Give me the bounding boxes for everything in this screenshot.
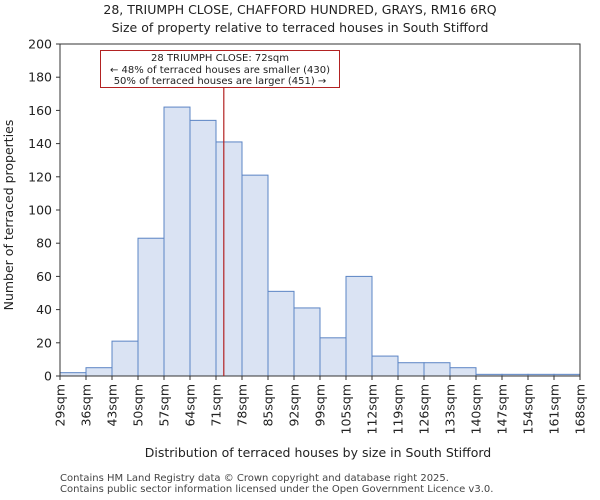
x-tick-label-43sqm: 43sqm	[105, 384, 120, 427]
x-tick-label-119sqm: 119sqm	[391, 384, 406, 434]
y-tick-label: 20	[36, 335, 52, 350]
histogram-bar-43sqm	[111, 340, 139, 377]
annotation-line-3: 50% of terraced houses are larger (451) …	[113, 76, 327, 87]
histogram-bar-64sqm	[189, 119, 217, 377]
y-tick-label: 60	[36, 269, 52, 284]
x-tick-label-133sqm: 133sqm	[443, 384, 458, 434]
chart-title: Size of property relative to terraced ho…	[111, 20, 489, 35]
y-tick-label: 180	[28, 70, 52, 85]
annotation-line-1: 28 TRIUMPH CLOSE: 72sqm	[151, 53, 289, 64]
x-tick-label-92sqm: 92sqm	[287, 384, 302, 427]
attribution-line-1: Contains HM Land Registry data © Crown c…	[60, 473, 449, 484]
x-tick-label-140sqm: 140sqm	[469, 384, 484, 434]
histogram-bar-119sqm	[397, 362, 425, 377]
attribution-line-2: Contains public sector information licen…	[60, 484, 494, 495]
x-tick-label-64sqm: 64sqm	[183, 384, 198, 427]
histogram-bar-78sqm	[241, 174, 269, 377]
y-tick-label: 80	[36, 236, 52, 251]
x-tick-label-168sqm: 168sqm	[573, 384, 588, 434]
histogram-bar-126sqm	[423, 362, 451, 377]
x-tick-label-36sqm: 36sqm	[79, 384, 94, 427]
y-tick-label: 200	[28, 37, 52, 52]
x-tick-label-85sqm: 85sqm	[261, 384, 276, 427]
x-tick-label-112sqm: 112sqm	[365, 384, 380, 434]
x-tick-label-147sqm: 147sqm	[495, 384, 510, 434]
x-tick-label-78sqm: 78sqm	[235, 384, 250, 427]
x-tick-label-126sqm: 126sqm	[417, 384, 432, 434]
x-axis-label: Distribution of terraced houses by size …	[145, 445, 492, 460]
y-tick-label: 0	[44, 369, 52, 384]
plot-frame	[59, 43, 581, 377]
y-tick-label: 120	[28, 169, 52, 184]
x-tick-label-71sqm: 71sqm	[209, 384, 224, 427]
y-tick-label: 160	[28, 103, 52, 118]
histogram-bar-36sqm	[85, 367, 113, 377]
y-tick-label: 100	[28, 203, 52, 218]
x-tick-label-105sqm: 105sqm	[339, 384, 354, 434]
histogram-bar-85sqm	[267, 290, 295, 377]
histogram-bar-57sqm	[163, 106, 191, 377]
chart-title-address: 28, TRIUMPH CLOSE, CHAFFORD HUNDRED, GRA…	[103, 2, 497, 17]
histogram-bar-50sqm	[137, 237, 165, 377]
y-tick-label: 140	[28, 136, 52, 151]
histogram-bar-99sqm	[319, 337, 347, 377]
histogram-bar-133sqm	[449, 367, 477, 377]
histogram-bar-92sqm	[293, 307, 321, 377]
x-tick-label-154sqm: 154sqm	[521, 384, 536, 434]
annotation-line-2: ← 48% of terraced houses are smaller (43…	[109, 64, 331, 76]
x-tick-label-161sqm: 161sqm	[547, 384, 562, 434]
x-tick-label-29sqm: 29sqm	[53, 384, 68, 427]
histogram-bar-71sqm	[215, 141, 243, 377]
y-tick-label: 40	[36, 302, 52, 317]
property-annotation-box: 28 TRIUMPH CLOSE: 72sqm ← 48% of terrace…	[100, 50, 340, 88]
x-tick-label-99sqm: 99sqm	[313, 384, 328, 427]
x-tick-label-57sqm: 57sqm	[157, 384, 172, 427]
histogram-bar-105sqm	[345, 275, 373, 377]
histogram-bar-112sqm	[371, 355, 399, 377]
x-tick-label-50sqm: 50sqm	[131, 384, 146, 427]
y-axis-label: Number of terraced properties	[1, 120, 16, 311]
